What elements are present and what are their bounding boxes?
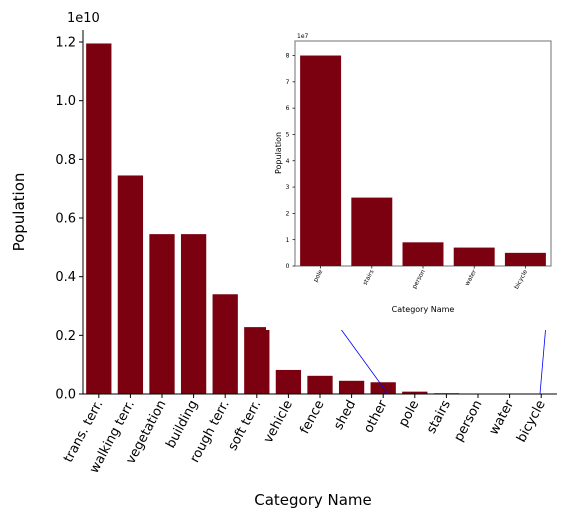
main-bar [180, 234, 207, 394]
inset-bar [351, 197, 393, 266]
main-bar [370, 382, 396, 394]
main-y-tick-label: 0.4 [55, 270, 76, 285]
inset-y-tick-label: 7 [286, 79, 290, 86]
main-bar [275, 369, 302, 394]
main-bar [338, 380, 365, 394]
main-y-ticks: 0.0 0.2 0.4 0.6 0.8 1.0 1.2 [55, 36, 83, 403]
inset-y-tick-label: 5 [286, 132, 290, 139]
inset-bar [504, 252, 546, 266]
main-x-tick-label: fence [297, 398, 327, 437]
main-bar [244, 327, 270, 394]
main-x-tick-label: vehicle [261, 398, 296, 446]
main-bar [86, 43, 112, 394]
main-y-tick-label: 0.0 [55, 388, 76, 403]
main-x-tick-label: pole [396, 398, 422, 430]
main-bars [86, 43, 554, 394]
main-x-tick-label: bicycle [514, 398, 549, 445]
inset-y-tick-label: 6 [286, 105, 290, 112]
main-y-tick-label: 0.2 [55, 329, 76, 344]
main-x-ticks: trans. terr.walking terr.vegetationbuild… [61, 394, 549, 476]
main-x-tick-label: person [451, 398, 485, 444]
main-x-axis-label: Category Name [254, 491, 372, 509]
inset-bar [402, 242, 444, 266]
main-bar [117, 175, 144, 394]
inset-bar [300, 55, 342, 266]
main-x-tick-label: shed [331, 398, 359, 433]
main-y-tick-label: 1.0 [55, 94, 76, 109]
main-y-tick-label: 0.6 [55, 212, 76, 227]
main-x-tick-label: water [486, 397, 517, 437]
inset-bars [300, 55, 546, 266]
main-bar [307, 375, 333, 394]
inset-y-tick-label: 0 [286, 263, 290, 270]
inset-bar [453, 247, 495, 266]
main-y-axis-label: Population [10, 173, 28, 252]
inset-y-axis-label: Population [274, 132, 283, 174]
inset-offset-label: 1e7 [297, 33, 309, 40]
inset-y-tick-label: 2 [286, 210, 290, 217]
inset-y-ticks: 0 1 2 3 4 5 6 7 8 [286, 53, 295, 270]
main-y-tick-label: 1.2 [55, 36, 76, 51]
main-bar [212, 294, 238, 394]
inset-y-tick-label: 4 [286, 158, 290, 165]
inset-y-tick-label: 8 [286, 53, 290, 60]
main-y-tick-label: 0.8 [55, 153, 76, 168]
main-bar [402, 391, 428, 394]
inset-x-axis-label: Category Name [392, 305, 455, 314]
main-bar [149, 234, 175, 394]
inset-y-tick-label: 3 [286, 184, 290, 191]
inset-y-tick-label: 1 [286, 237, 290, 244]
main-x-tick-label: stairs [424, 398, 454, 437]
main-x-tick-label: other [361, 397, 391, 435]
main-offset-label: 1e10 [67, 11, 100, 26]
